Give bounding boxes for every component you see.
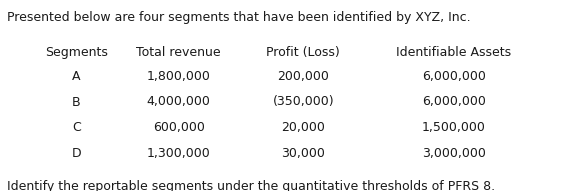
Text: 1,500,000: 1,500,000 bbox=[422, 121, 485, 134]
Text: B: B bbox=[72, 96, 81, 108]
Text: Profit (Loss): Profit (Loss) bbox=[266, 46, 340, 59]
Text: 600,000: 600,000 bbox=[153, 121, 205, 134]
Text: 20,000: 20,000 bbox=[281, 121, 325, 134]
Text: 1,300,000: 1,300,000 bbox=[147, 147, 210, 160]
Text: C: C bbox=[72, 121, 81, 134]
Text: 6,000,000: 6,000,000 bbox=[422, 96, 485, 108]
Text: 30,000: 30,000 bbox=[281, 147, 325, 160]
Text: 4,000,000: 4,000,000 bbox=[147, 96, 210, 108]
Text: Presented below are four segments that have been identified by XYZ, Inc.: Presented below are four segments that h… bbox=[7, 11, 471, 23]
Text: Total revenue: Total revenue bbox=[136, 46, 221, 59]
Text: Identify the reportable segments under the quantitative thresholds of PFRS 8.: Identify the reportable segments under t… bbox=[7, 180, 495, 191]
Text: D: D bbox=[72, 147, 81, 160]
Text: 3,000,000: 3,000,000 bbox=[422, 147, 485, 160]
Text: 6,000,000: 6,000,000 bbox=[422, 70, 485, 83]
Text: (350,000): (350,000) bbox=[273, 96, 334, 108]
Text: 200,000: 200,000 bbox=[277, 70, 329, 83]
Text: A: A bbox=[73, 70, 81, 83]
Text: Segments: Segments bbox=[45, 46, 108, 59]
Text: 1,800,000: 1,800,000 bbox=[147, 70, 210, 83]
Text: Identifiable Assets: Identifiable Assets bbox=[396, 46, 511, 59]
